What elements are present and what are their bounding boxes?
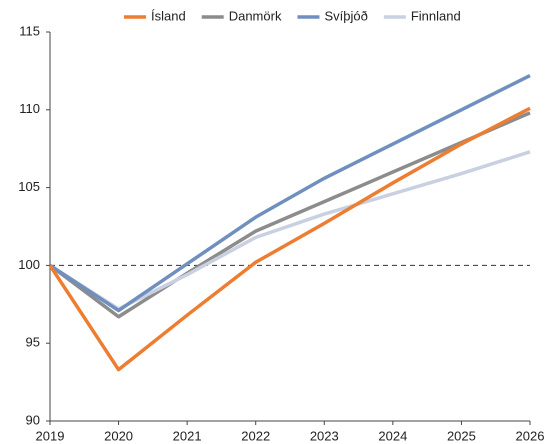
x-tick-label: 2021 [173, 428, 202, 443]
legend-label: Finnland [411, 8, 461, 23]
legend-label: Svíþjóð [324, 8, 367, 23]
x-tick-label: 2024 [378, 428, 407, 443]
x-tick-label: 2019 [36, 428, 65, 443]
x-tick-label: 2023 [310, 428, 339, 443]
x-tick-label: 2026 [516, 428, 545, 443]
y-tick-label: 100 [18, 257, 40, 272]
series-line [48, 106, 531, 372]
y-tick-label: 110 [19, 101, 40, 116]
series-line [49, 74, 531, 313]
y-tick-label: 105 [18, 179, 40, 194]
x-tick-label: 2020 [104, 428, 133, 443]
x-tick-label: 2022 [241, 428, 270, 443]
x-tick-label: 2025 [447, 428, 476, 443]
legend-label: Ísland [151, 8, 186, 23]
legend-label: Danmörk [229, 8, 282, 23]
series-line [48, 111, 531, 319]
y-tick-label: 95 [26, 335, 40, 350]
series-line [49, 150, 531, 311]
y-tick-label: 115 [19, 23, 40, 38]
y-tick-label: 90 [26, 412, 40, 427]
